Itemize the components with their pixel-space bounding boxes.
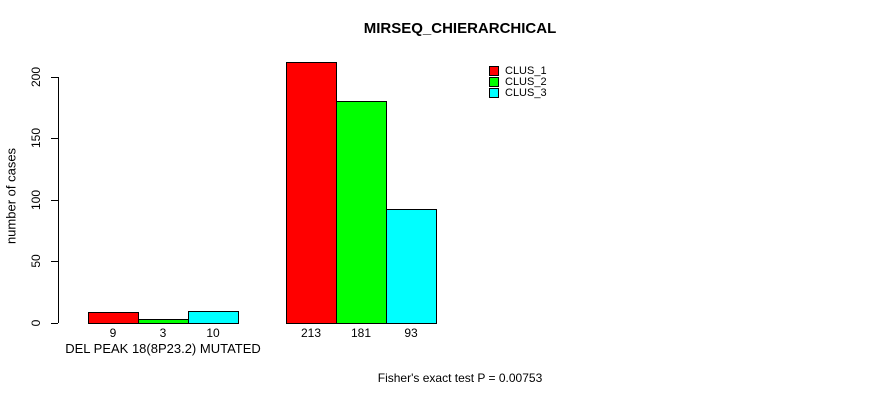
legend-swatch-clus_3: [489, 87, 499, 98]
bar-value-label: 10: [206, 326, 220, 340]
y-axis-tick-label: 50: [29, 254, 43, 268]
bar-value-label: 181: [350, 326, 372, 340]
y-axis-label: number of cases: [3, 147, 19, 245]
fisher-test-annotation: Fisher's exact test P = 0.00753: [377, 371, 543, 385]
bar-value-label: 3: [159, 326, 167, 340]
bar-clus_3: [188, 310, 239, 324]
y-axis-tick-mark: [51, 261, 58, 263]
y-axis-tick-label: 150: [29, 128, 43, 149]
legend-label: CLUS_3: [505, 86, 547, 99]
legend-item: CLUS_2: [489, 75, 547, 88]
y-axis-tick-label: 100: [29, 189, 43, 210]
bar-clus_2: [138, 319, 189, 324]
bar-clus_1: [88, 311, 139, 324]
legend-swatch-clus_1: [489, 65, 499, 76]
bar-clus_3: [386, 208, 437, 324]
legend: CLUS_1 CLUS_2 CLUS_3: [489, 64, 547, 99]
y-axis-tick-mark: [51, 199, 58, 201]
chart-title: MIRSEQ_CHIERARCHICAL: [363, 20, 557, 37]
y-axis-tick-label: 0: [29, 319, 43, 326]
bar-value-label: 93: [404, 326, 418, 340]
y-axis-tick-mark: [51, 77, 58, 78]
legend-swatch-clus_2: [489, 76, 499, 87]
y-axis-tick-mark: [51, 322, 58, 324]
x-axis-group-label: DEL PEAK 18(8P23.2) MUTATED: [65, 341, 261, 356]
bar-clus_2: [336, 100, 387, 324]
bar-value-label: 9: [109, 326, 117, 340]
legend-item: CLUS_1: [489, 64, 547, 77]
legend-item: CLUS_3: [489, 86, 547, 99]
y-axis-line: [58, 77, 59, 323]
bar-clus_1: [286, 61, 337, 324]
legend-label: CLUS_2: [505, 75, 547, 88]
y-axis-tick-label: 200: [29, 66, 43, 88]
legend-label: CLUS_1: [505, 64, 547, 77]
bar-value-label: 213: [300, 326, 322, 340]
y-axis-tick-mark: [51, 138, 58, 140]
